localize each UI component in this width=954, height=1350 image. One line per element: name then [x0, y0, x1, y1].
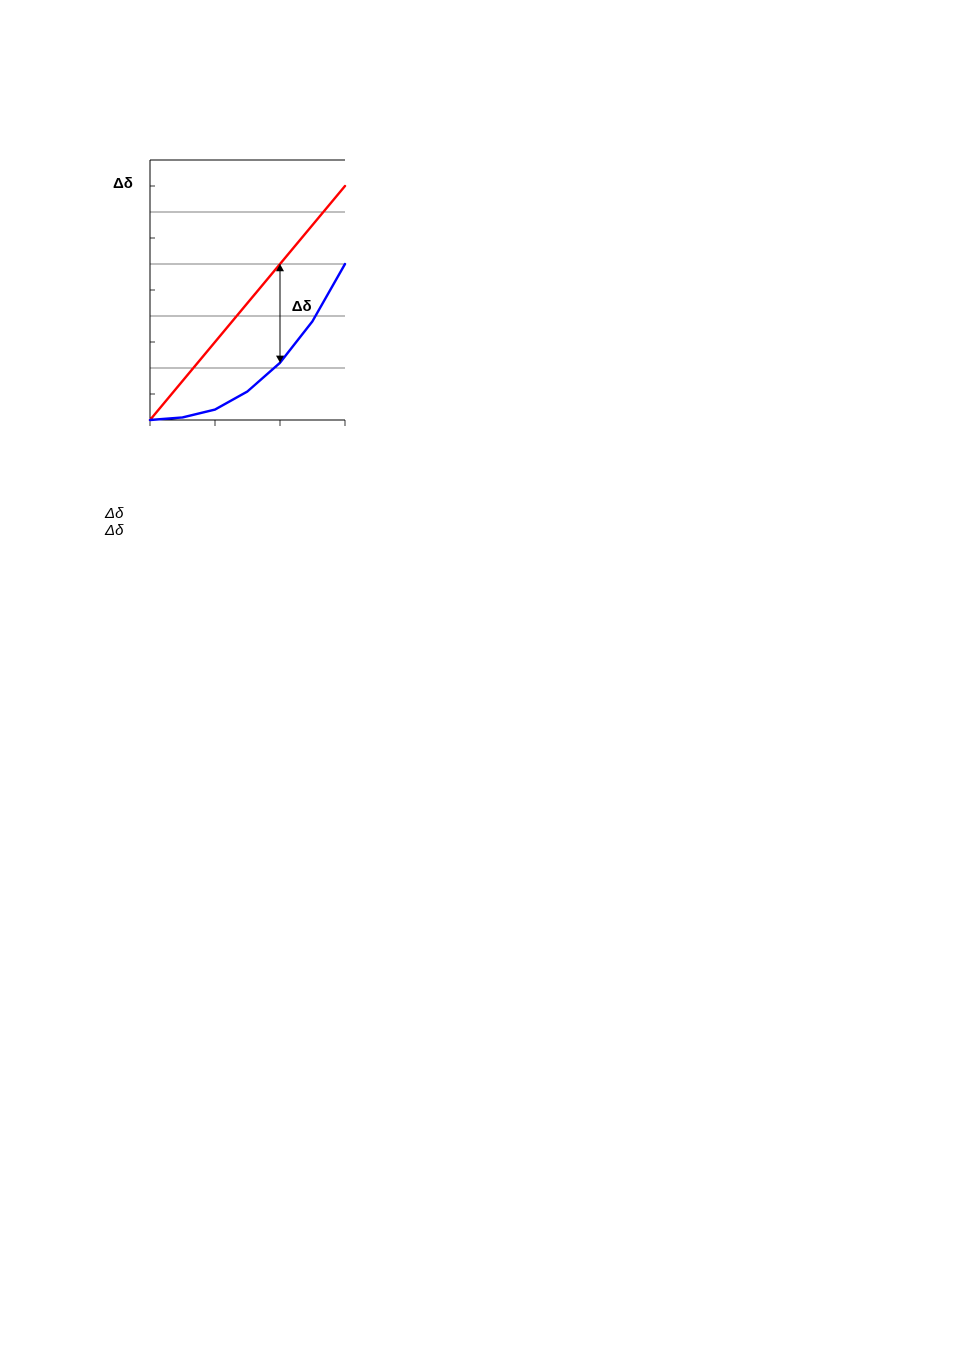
chart-svg: Δδ	[140, 150, 355, 430]
y-axis-label: Δδ	[113, 175, 133, 192]
below-chart-text: ΔδΔδ	[105, 505, 123, 540]
chart: Δδ	[150, 160, 345, 420]
delta-symbol: Δδ	[105, 505, 123, 522]
page: Δδ Δδ ΔδΔδ	[0, 0, 954, 1350]
delta-label: Δδ	[292, 298, 312, 315]
delta-symbol: Δδ	[105, 522, 123, 539]
